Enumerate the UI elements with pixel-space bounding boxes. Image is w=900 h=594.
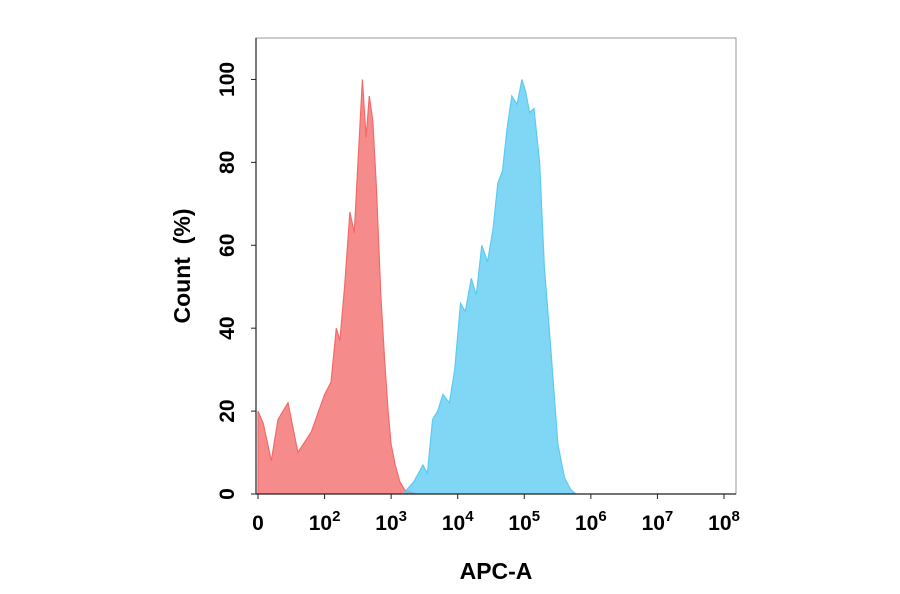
y-tick-label: 20: [216, 399, 239, 422]
x-tick-label: 103: [375, 508, 407, 535]
x-ticks: 0 102 103 104 105 106 107 108: [252, 494, 740, 535]
x-tick-label: 105: [508, 508, 540, 535]
series-area-1: [257, 79, 418, 494]
x-tick-label: 107: [642, 508, 674, 535]
y-tick-label: 100: [216, 62, 239, 97]
x-tick-label: 106: [575, 508, 607, 535]
y-tick-label: 80: [216, 151, 239, 174]
x-tick-label: 108: [708, 508, 740, 535]
x-tick-label: 0: [252, 512, 264, 535]
x-axis-title: APC-A: [460, 558, 533, 584]
series-layer: [257, 79, 578, 494]
y-ticks: 0 20 40 60 80 100: [216, 62, 256, 500]
y-axis-title: Count (%): [169, 209, 195, 324]
y-tick-label: 0: [216, 488, 239, 500]
y-tick-label: 60: [216, 234, 239, 257]
y-tick-label: 40: [216, 317, 239, 340]
x-tick-label: 104: [442, 508, 474, 535]
x-tick-label: 102: [309, 508, 341, 535]
series-area-2: [402, 79, 578, 494]
